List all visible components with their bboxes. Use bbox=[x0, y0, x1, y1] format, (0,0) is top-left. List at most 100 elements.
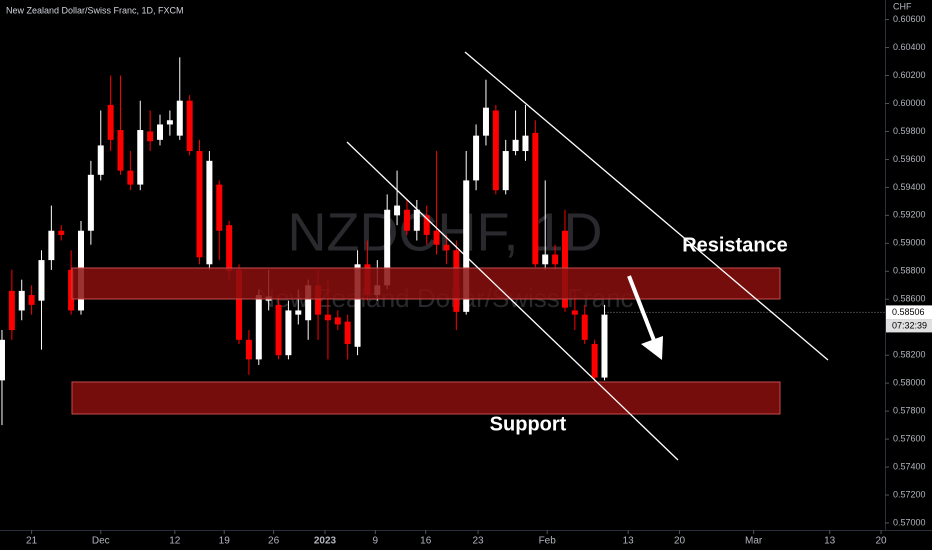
candle-body bbox=[482, 107, 489, 136]
candle-body bbox=[157, 124, 164, 140]
candle-body bbox=[423, 215, 430, 235]
candle-body bbox=[532, 132, 539, 265]
y-axis-label: CHF bbox=[893, 1, 912, 11]
y-tick-label: 0.58600 bbox=[893, 294, 926, 304]
x-tick-label: 23 bbox=[472, 536, 484, 547]
candle-body bbox=[354, 264, 361, 347]
candles bbox=[0, 57, 608, 426]
candle-body bbox=[463, 180, 470, 312]
y-tick-label: 0.59000 bbox=[893, 238, 926, 248]
candle-body bbox=[571, 310, 578, 315]
candle-body bbox=[591, 344, 598, 378]
y-tick-label: 0.57600 bbox=[893, 433, 926, 443]
x-tick-label: 2023 bbox=[314, 536, 337, 547]
support-zone bbox=[71, 381, 781, 415]
candle-body bbox=[394, 205, 401, 216]
chart-title: New Zealand Dollar/Swiss Franc, 1D, FXCM bbox=[6, 5, 184, 15]
candle-body bbox=[196, 151, 203, 258]
candle-body bbox=[542, 254, 549, 265]
x-tick-label: 26 bbox=[268, 536, 280, 547]
candle-body bbox=[147, 131, 154, 142]
candle-body bbox=[255, 295, 262, 360]
candle-body bbox=[403, 209, 410, 231]
last-price-label: 0.58506 bbox=[892, 307, 925, 317]
arrow-shaft bbox=[627, 275, 657, 344]
trend-line bbox=[464, 51, 829, 361]
x-tick-label: 21 bbox=[26, 536, 38, 547]
candle-body bbox=[48, 230, 55, 261]
candle-body bbox=[97, 145, 104, 175]
y-tick-label: 0.60200 bbox=[893, 70, 926, 80]
candle-body bbox=[58, 230, 65, 235]
x-tick-label: 20 bbox=[674, 536, 686, 547]
y-tick-label: 0.58800 bbox=[893, 266, 926, 276]
resistance-zone bbox=[71, 267, 781, 300]
candle-body bbox=[107, 104, 114, 140]
x-tick-label: 13 bbox=[623, 536, 635, 547]
candle-body bbox=[344, 321, 351, 345]
trend-line bbox=[346, 141, 679, 461]
candle-body bbox=[216, 184, 223, 231]
y-tick-label: 0.59200 bbox=[893, 210, 926, 220]
candle-body bbox=[186, 100, 193, 152]
candle-body bbox=[522, 135, 529, 152]
countdown: 07:32:39 bbox=[892, 320, 927, 330]
candle-body bbox=[413, 209, 420, 231]
y-tick-label: 0.59600 bbox=[893, 154, 926, 164]
annotation: Support bbox=[490, 413, 567, 435]
last-price-box bbox=[886, 305, 932, 320]
arrow-head bbox=[641, 336, 663, 360]
y-tick-label: 0.57200 bbox=[893, 489, 926, 499]
x-tick-label: Dec bbox=[92, 536, 110, 547]
candle-body bbox=[275, 304, 282, 356]
watermark: NZDCHF, 1D bbox=[287, 202, 602, 262]
x-tick-label: 19 bbox=[219, 536, 231, 547]
candle-body bbox=[295, 310, 302, 315]
candle-body bbox=[334, 317, 341, 325]
y-tick-label: 0.57400 bbox=[893, 461, 926, 471]
candle-body bbox=[166, 120, 173, 125]
candle-body bbox=[137, 130, 144, 185]
x-tick-label: 16 bbox=[420, 536, 432, 547]
y-tick-label: 0.59400 bbox=[893, 182, 926, 192]
candle-body bbox=[324, 314, 331, 321]
y-tick-label: 0.59800 bbox=[893, 126, 926, 136]
x-tick-label: Mar bbox=[745, 536, 763, 547]
candle-body bbox=[127, 170, 134, 185]
candle-body bbox=[384, 209, 391, 286]
candle-body bbox=[28, 295, 35, 305]
y-tick-label: 0.58200 bbox=[893, 350, 926, 360]
candle-body bbox=[552, 254, 559, 265]
candle-body bbox=[305, 285, 312, 321]
candle-body bbox=[285, 310, 292, 356]
candle-body bbox=[581, 314, 588, 340]
candle-body bbox=[443, 244, 450, 251]
candle-body bbox=[512, 139, 519, 152]
candle-body bbox=[245, 339, 252, 360]
candle-body bbox=[492, 110, 499, 191]
x-tick-label: 12 bbox=[169, 536, 181, 547]
candle-body bbox=[433, 230, 440, 245]
candle-body bbox=[601, 314, 608, 378]
candle-body bbox=[473, 135, 480, 181]
candle-body bbox=[68, 269, 75, 311]
y-tick-label: 0.60400 bbox=[893, 42, 926, 52]
y-tick-label: 0.58000 bbox=[893, 378, 926, 388]
y-tick-label: 0.57800 bbox=[893, 406, 926, 416]
candle-body bbox=[502, 151, 509, 191]
axes: 0.60600 0.60400 0.60200 0.60000 0.59800 0.596… bbox=[26, 14, 932, 547]
candle-body bbox=[8, 290, 15, 331]
candle-body bbox=[236, 269, 243, 340]
candle-body bbox=[176, 100, 183, 136]
x-tick-label: 13 bbox=[824, 536, 836, 547]
candle-body bbox=[18, 290, 25, 311]
x-tick-label: Feb bbox=[539, 536, 557, 547]
y-tick-label: 0.60600 bbox=[893, 14, 926, 24]
y-tick-label: 0.60000 bbox=[893, 98, 926, 108]
candle-body bbox=[206, 160, 213, 265]
candle-body bbox=[38, 260, 45, 301]
annotation: Resistance bbox=[682, 234, 788, 256]
candle-body bbox=[117, 130, 124, 171]
